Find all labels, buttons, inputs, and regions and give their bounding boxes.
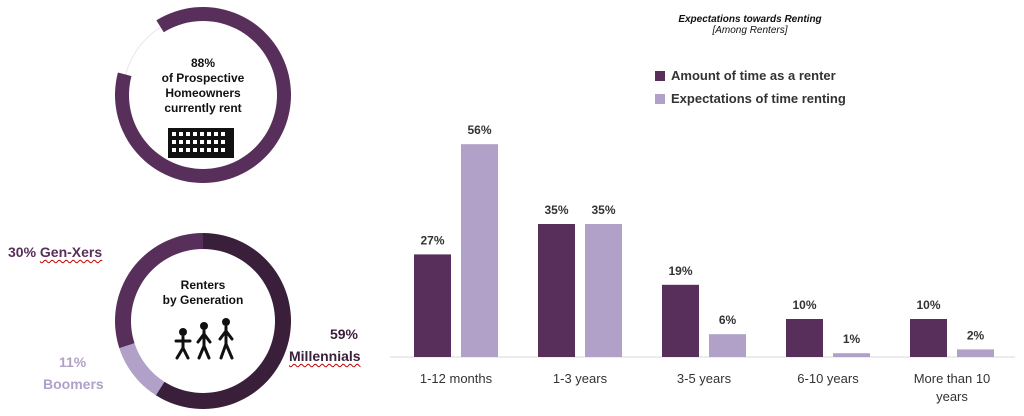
data-label-series-2: 2% — [967, 328, 985, 342]
x-tick-label: 1-3 years — [553, 371, 608, 386]
bar-series-2 — [461, 144, 498, 357]
data-label-series-2: 56% — [467, 123, 491, 137]
chart-subtitle: [Among Renters] — [712, 25, 788, 36]
millennials-pct-label: 59% — [329, 326, 359, 342]
donut-segment-millennials — [155, 233, 291, 409]
apartment-building-icon — [168, 128, 234, 158]
bar-chart: 27% 56% 1-12 months 35% 35% 1-3 years 19% 6% 3-5… — [390, 123, 1015, 404]
chart-title-block: Expectations towards Renting [Among Rent… — [640, 14, 860, 36]
x-tick-label: 1-12 months — [420, 371, 493, 386]
donut-top-line3: Homeowners — [165, 86, 241, 100]
legend-swatch-series-2 — [655, 93, 665, 104]
legend-label-series-1: Amount of time as a renter — [671, 68, 836, 83]
prospective-homeowners-donut — [115, 7, 291, 183]
x-tick-label: 6-10 years — [797, 371, 859, 386]
data-label-series-2: 6% — [719, 313, 737, 327]
bar-series-1 — [662, 284, 699, 357]
bar-series-2 — [957, 349, 994, 357]
donut-segment-gen-xers — [114, 233, 203, 349]
x-tick-label: years — [936, 389, 968, 404]
data-label-series-1: 35% — [544, 203, 568, 217]
chart-title: Expectations towards Renting — [678, 14, 822, 25]
data-label-series-1: 10% — [792, 298, 816, 312]
donut-segment-boomers — [119, 343, 165, 396]
donut-bottom-line1: Renters — [180, 278, 226, 292]
x-tick-label: 3-5 years — [677, 371, 732, 386]
data-label-series-1: 27% — [420, 233, 444, 247]
legend-item-series-1: Amount of time as a renter — [655, 68, 846, 83]
bar-series-1 — [910, 319, 947, 357]
data-label-series-2: 1% — [843, 332, 861, 346]
walking-people-icon — [174, 318, 234, 360]
donut-top-line2: of Prospective — [161, 71, 245, 85]
data-label-series-1: 10% — [916, 298, 940, 312]
millennials-name-label: Millennials — [289, 348, 361, 364]
boomers-pct-label: 11% — [59, 354, 87, 370]
bar-series-2 — [833, 353, 870, 357]
bar-series-1 — [414, 254, 451, 357]
renters-by-generation-donut — [114, 233, 291, 409]
donut-top-line4: currently rent — [164, 101, 242, 115]
legend-item-series-2: Expectations of time renting — [655, 91, 846, 106]
donut-top-label: 88% of Prospective Homeowners currently … — [143, 56, 263, 116]
bar-series-2 — [709, 334, 746, 357]
data-label-series-2: 35% — [591, 203, 615, 217]
chart-legend: Amount of time as a renter Expectations … — [655, 68, 846, 106]
donut-bottom-line2: by Generation — [162, 293, 244, 307]
boomers-name-label: Boomers — [43, 376, 104, 392]
donut-bottom-label: Renters by Generation — [148, 278, 258, 308]
donut-top-pct: 88% — [190, 56, 216, 70]
data-label-series-1: 19% — [668, 264, 692, 278]
legend-swatch-series-1 — [655, 70, 665, 81]
bar-series-1 — [786, 319, 823, 357]
bar-series-2 — [585, 224, 622, 357]
gen-xers-label: 30% Gen-Xers — [8, 244, 102, 260]
gen-xers-name: Gen-Xers — [39, 244, 103, 260]
bar-series-1 — [538, 224, 575, 357]
gen-xers-pct: 30% — [8, 244, 37, 260]
legend-label-series-2: Expectations of time renting — [671, 91, 846, 106]
x-tick-label: More than 10 — [914, 371, 991, 386]
